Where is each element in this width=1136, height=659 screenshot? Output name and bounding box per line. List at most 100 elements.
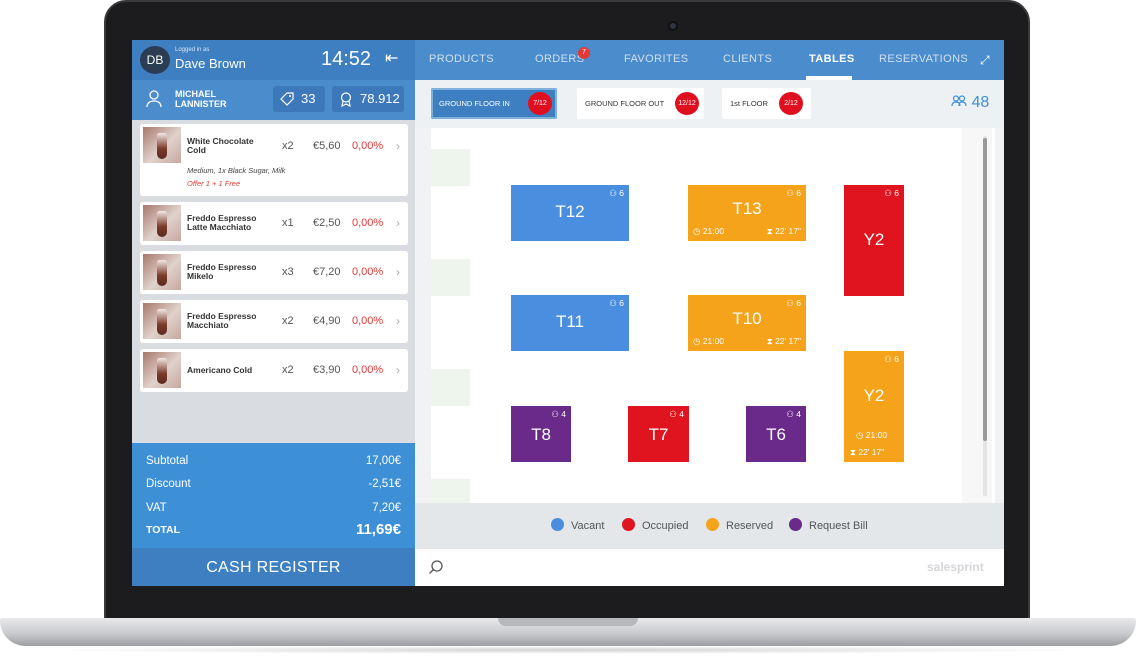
legend-vacant: Vacant	[551, 518, 604, 532]
item-qty: x2	[282, 364, 294, 376]
item-thumbnail	[143, 352, 181, 388]
active-tab-indicator	[806, 76, 852, 80]
tab-clients[interactable]: CLIENTS	[723, 53, 773, 65]
order-item[interactable]: Freddo Espresso Latte Macchiato x1 €2,50…	[140, 202, 408, 245]
hourglass-icon: ⧗ 22' 17"	[766, 226, 801, 236]
orders-badge: 7	[578, 47, 590, 59]
scrollbar-thumb[interactable]	[983, 138, 987, 441]
item-discount: 0,00%	[352, 217, 384, 229]
avatar[interactable]: DB	[140, 46, 170, 74]
table-t8[interactable]: ⚇ 4 T8	[511, 406, 571, 462]
item-offer: Offer 1 + 1 Free	[187, 179, 241, 188]
table-t11[interactable]: ⚇ 6 T11	[511, 295, 629, 351]
order-item[interactable]: Freddo Espresso Mikelo x3 €7,20 0,00% ›	[140, 251, 408, 294]
table-t13[interactable]: ⚇ 6 T13 ◷ 21:00 ⧗ 22' 17"	[688, 185, 806, 241]
brand-logo: salesprint	[927, 560, 984, 574]
wall-segment	[431, 259, 470, 296]
wall-segment	[431, 369, 470, 406]
item-note: Medium, 1x Black Sugar, Milk	[187, 166, 286, 175]
chevron-right-icon[interactable]: ›	[396, 314, 400, 328]
item-price: €5,60	[313, 140, 341, 152]
expand-icon[interactable]: ⤢	[980, 53, 990, 67]
table-duration: 22' 17"	[858, 447, 885, 457]
floor-selector: GROUND FLOOR IN 7/12 GROUND FLOOR OUT 12…	[415, 80, 1004, 128]
item-name: Freddo Espresso Mikelo	[187, 262, 257, 281]
cash-register-button[interactable]: CASH REGISTER	[132, 548, 415, 586]
seats-count: ⚇ 6	[609, 298, 624, 308]
table-name: T8	[531, 425, 551, 444]
tab-orders[interactable]: ORDERS	[535, 53, 585, 65]
order-item[interactable]: Freddo Espresso Macchiato x2 €4,90 0,00%…	[140, 300, 408, 343]
clock-icon: ◷ 21:00	[856, 430, 888, 440]
seats-count: ⚇ 4	[786, 409, 801, 419]
chevron-right-icon[interactable]: ›	[396, 139, 400, 153]
table-t7[interactable]: ⚇ 4 T7	[628, 406, 689, 462]
tab-tables[interactable]: TABLES	[809, 53, 855, 65]
chevron-right-icon[interactable]: ›	[396, 363, 400, 377]
table-y2-top[interactable]: ⚇ 6 Y2	[844, 185, 904, 296]
order-item[interactable]: White Chocolate Cold x2 €5,60 0,00% › Me…	[140, 124, 408, 196]
table-t6[interactable]: ⚇ 4 T6	[746, 406, 806, 462]
order-item[interactable]: Americano Cold x2 €3,90 0,00% ›	[140, 349, 408, 392]
item-qty: x2	[282, 315, 294, 327]
item-price: €3,90	[313, 364, 341, 376]
floor-tab-ground-out[interactable]: GROUND FLOOR OUT 12/12	[577, 88, 704, 119]
item-discount: 0,00%	[352, 364, 384, 376]
tab-products[interactable]: PRODUCTS	[429, 53, 494, 65]
floor-tab-1st[interactable]: 1st FLOOR 2/12	[722, 88, 811, 119]
table-name: T10	[732, 309, 762, 328]
collapse-icon[interactable]: ⇤	[385, 50, 399, 67]
table-t10[interactable]: ⚇ 6 T10 ◷ 21:00 ⧗ 22' 17"	[688, 295, 806, 351]
item-discount: 0,00%	[352, 315, 384, 327]
table-name: T12	[555, 202, 585, 221]
pos-screen: DB Logged in as Dave Brown 14:52 ⇤ MICHA…	[132, 40, 1004, 586]
chevron-right-icon[interactable]: ›	[396, 265, 400, 279]
table-time: 21:00	[702, 336, 725, 346]
table-name: T13	[732, 199, 762, 218]
floor-tab-ground-in[interactable]: GROUND FLOOR IN 7/12	[431, 88, 557, 119]
legend-occupied: Occupied	[622, 518, 688, 532]
tab-favorites[interactable]: FAVORITES	[624, 53, 689, 65]
subtotal-row: Subtotal 17,00€	[146, 455, 401, 467]
item-price: €2,50	[313, 217, 341, 229]
discount-row: Discount -2,51€	[146, 478, 401, 490]
table-name: Y2	[863, 386, 885, 405]
search-icon[interactable]	[428, 559, 444, 575]
user-name: Dave Brown	[175, 56, 246, 71]
floor-count: 7/12	[528, 92, 552, 115]
item-price: €7,20	[313, 266, 341, 278]
vat-row: VAT 7,20€	[146, 502, 401, 514]
floor-count: 12/12	[675, 92, 699, 115]
item-thumbnail	[143, 303, 181, 339]
floor-label: 1st FLOOR	[730, 99, 768, 108]
table-duration: 22' 17"	[775, 226, 801, 236]
item-thumbnail	[143, 205, 181, 241]
top-nav: PRODUCTS ORDERS 7 FAVORITES CLIENTS TABL…	[415, 40, 1004, 80]
balance-pill[interactable]: 78.912	[332, 86, 404, 112]
item-name: White Chocolate Cold	[187, 136, 254, 155]
points-pill[interactable]: 33	[273, 86, 325, 112]
item-name: Americano Cold	[187, 365, 253, 375]
item-name: Freddo Espresso Macchiato	[187, 311, 257, 330]
search-bar[interactable]: salesprint	[415, 549, 1004, 586]
wall-segment	[431, 149, 470, 186]
table-name: T11	[555, 312, 585, 331]
legend-request-bill: Request Bill	[789, 518, 868, 532]
seats-count: ⚇ 6	[786, 298, 801, 308]
user-bar: DB Logged in as Dave Brown 14:52 ⇤	[132, 40, 415, 80]
seats-count: ⚇ 6	[884, 354, 899, 364]
table-t12[interactable]: ⚇ 6 T12	[511, 185, 629, 241]
vat-label: VAT	[146, 502, 167, 514]
guests-counter: 48	[951, 94, 989, 112]
discount-label: Discount	[146, 478, 191, 490]
tab-reservations[interactable]: RESERVATIONS	[879, 53, 969, 65]
item-qty: x3	[282, 266, 294, 278]
table-y2-bottom[interactable]: ⚇ 6 Y2 ◷ 21:00 ⧗ 22' 17"	[844, 351, 904, 462]
seats-count: ⚇ 6	[609, 188, 624, 198]
client-bar[interactable]: MICHAEL LANNISTER 33 78.912	[132, 80, 415, 120]
table-duration: 22' 17"	[775, 336, 801, 346]
floor-count: 2/12	[779, 92, 803, 115]
client-points: 33	[301, 91, 316, 106]
chevron-right-icon[interactable]: ›	[396, 216, 400, 230]
